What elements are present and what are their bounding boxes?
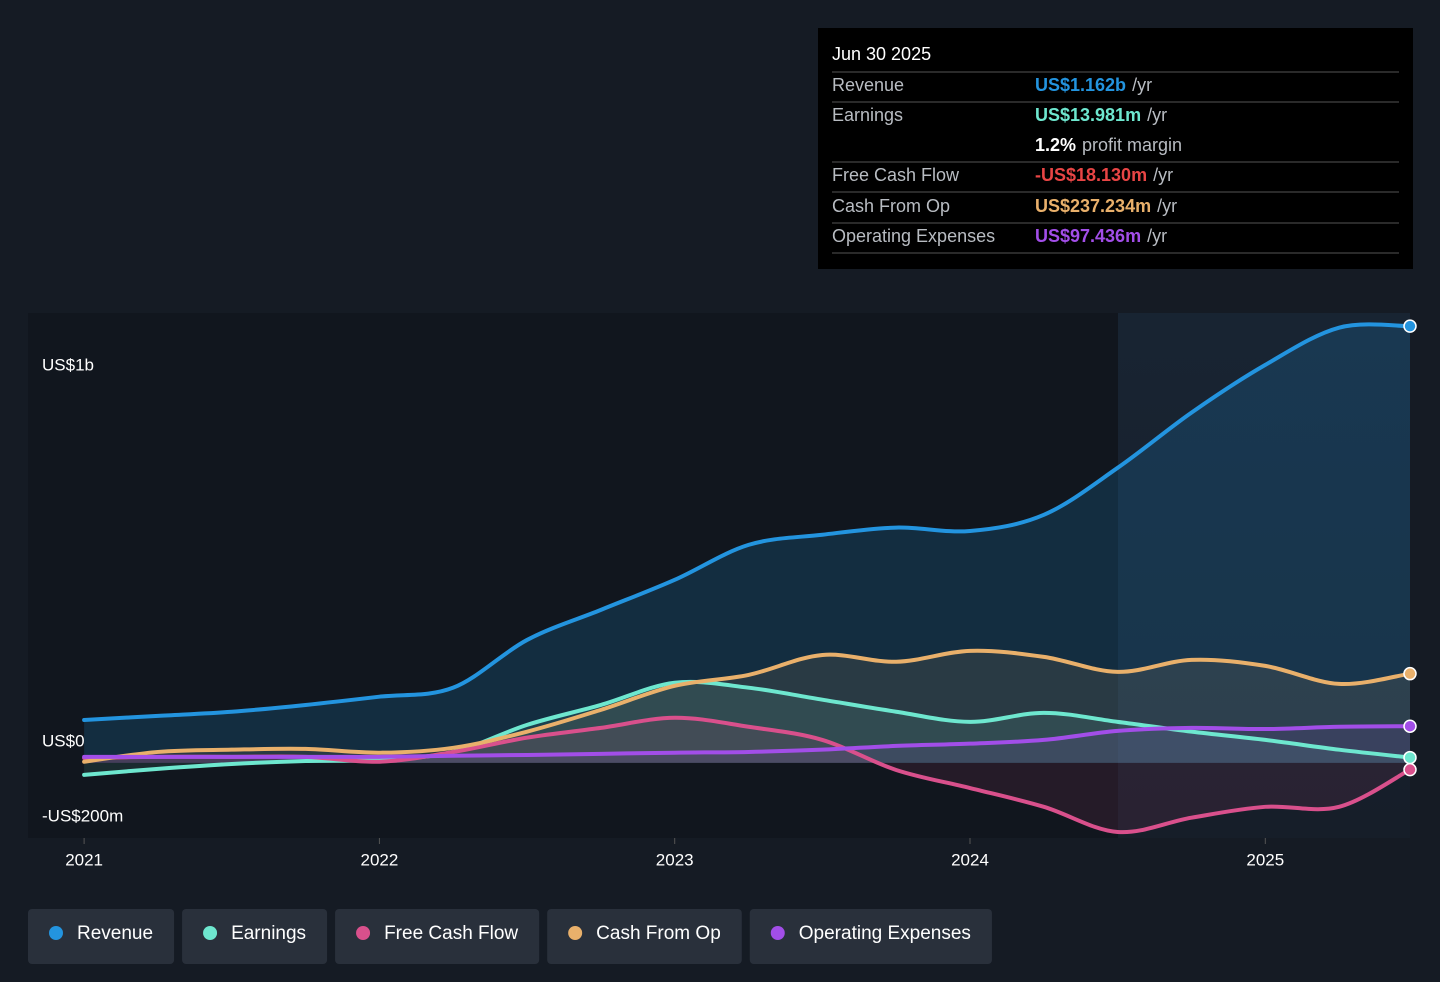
legend-label: Free Cash Flow <box>384 923 518 944</box>
x-tick-label: 2022 <box>360 850 398 869</box>
tooltip-unit: /yr <box>1132 75 1152 95</box>
legend-button[interactable] <box>182 909 328 964</box>
series-area <box>84 717 1411 833</box>
tooltip-label: Free Cash Flow <box>832 165 960 185</box>
legend-label: Cash From Op <box>596 923 721 944</box>
legend-swatch <box>49 926 63 940</box>
end-dot <box>1403 719 1417 733</box>
tooltip-value: US$97.436m <box>1035 226 1141 246</box>
series-line <box>82 679 1412 777</box>
series-line <box>82 648 1412 764</box>
series-line <box>82 322 1412 722</box>
legend-item[interactable]: Cash From Op <box>547 909 742 964</box>
legend-swatch <box>356 926 371 940</box>
series-area <box>84 726 1411 763</box>
tooltip-value: -US$18.130m <box>1035 165 1147 185</box>
tooltip-box <box>818 28 1413 269</box>
tooltip-unit: /yr <box>1147 105 1167 125</box>
end-dot <box>1403 750 1417 765</box>
y-tick-label: -US$200m <box>42 806 123 825</box>
legend-item[interactable]: Revenue <box>28 909 175 964</box>
series-area <box>84 324 1411 763</box>
legend-button[interactable] <box>547 909 742 964</box>
tooltip-date: Jun 30 2025 <box>832 44 931 64</box>
y-tick-label: US$0 <box>42 731 85 750</box>
tooltip-label: Operating Expenses <box>832 226 995 246</box>
legend-label: Operating Expenses <box>799 923 971 944</box>
x-tick-label: 2023 <box>656 850 694 869</box>
legend-item[interactable]: Operating Expenses <box>749 909 992 964</box>
tooltip-value: US$237.234m <box>1035 196 1151 216</box>
tooltip-value: US$1.162b <box>1035 75 1126 95</box>
legend-item[interactable]: Free Cash Flow <box>335 909 540 964</box>
legend-swatch <box>770 926 785 940</box>
x-tick-label: 2025 <box>1246 850 1284 869</box>
tooltip-unit: /yr <box>1153 165 1173 185</box>
end-dot <box>1403 319 1417 333</box>
tooltip-value: US$13.981m <box>1035 105 1141 125</box>
x-tick-label: 2021 <box>65 850 103 869</box>
y-tick-label: US$1b <box>42 356 94 375</box>
legend-label: Earnings <box>231 923 306 944</box>
tooltip-label: Earnings <box>832 105 903 125</box>
legend-label: Revenue <box>77 923 153 944</box>
tooltip-value: 1.2% <box>1035 135 1076 155</box>
tooltip-label: Revenue <box>832 75 904 95</box>
legend-button[interactable] <box>28 909 175 964</box>
end-dot <box>1403 666 1417 681</box>
x-tick-label: 2024 <box>951 850 989 869</box>
legend-button[interactable] <box>749 909 992 964</box>
series-line <box>82 724 1412 759</box>
tooltip-unit: profit margin <box>1082 135 1182 155</box>
legend-swatch <box>203 926 218 940</box>
end-dot <box>1403 762 1417 777</box>
legend-item[interactable]: Earnings <box>182 909 328 964</box>
legend-button[interactable] <box>335 909 540 964</box>
tooltip: Jun 30 2025 Revenue US$1.162b/yr Earnings US… <box>818 28 1413 269</box>
tooltip-unit: /yr <box>1157 196 1177 216</box>
legend-swatch <box>568 926 583 940</box>
tooltip-unit: /yr <box>1147 226 1167 246</box>
tooltip-label: Cash From Op <box>832 196 950 216</box>
